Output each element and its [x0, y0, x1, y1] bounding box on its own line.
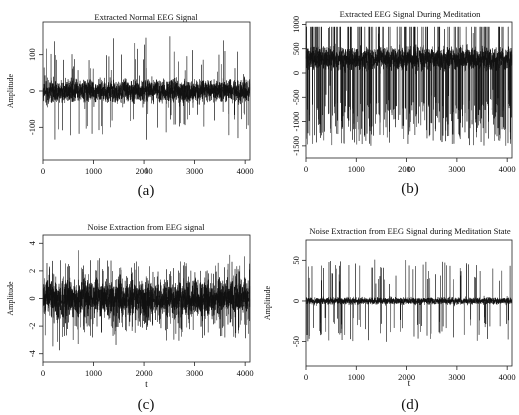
panel-b: 0 1000 2000 3000 4000 -1500 -1000 -500 0 500 1000 E…	[291, 9, 516, 197]
x-tick-label: 3000	[186, 368, 203, 378]
x-tick-label: 0	[41, 166, 45, 176]
x-tick-label: 0	[304, 372, 308, 382]
x-tick-label: 2000	[136, 368, 153, 378]
y-tick-label: 500	[291, 42, 301, 55]
chart-title: Extracted Normal EEG Signal	[94, 12, 198, 22]
signal-line	[305, 26, 513, 146]
x-tick-label: 1000	[85, 368, 102, 378]
x-tick-label: 4000	[237, 368, 254, 378]
y-axis-label: Amplitude	[6, 281, 15, 316]
y-tick-label: -100	[27, 120, 37, 136]
x-tick-label: 2000	[398, 372, 415, 382]
chart-title: Extracted EEG Signal During Meditation	[340, 9, 481, 19]
x-tick-label: 1000	[348, 372, 365, 382]
signal-line	[305, 259, 513, 342]
x-tick-label: 0	[41, 368, 45, 378]
y-axis-label: Amplitude	[6, 73, 15, 108]
panel-c: 0 1000 2000 3000 4000 -4 -2 0 2 4 Noise Extraction…	[6, 222, 254, 413]
y-tick-label: -500	[291, 89, 301, 105]
x-tick-label: 2000	[398, 164, 415, 174]
panel-caption: (d)	[401, 397, 419, 413]
signal-line	[42, 36, 251, 140]
x-tick-label: 4000	[499, 372, 516, 382]
y-tick-label: 100	[27, 48, 37, 61]
y-tick-label: 4	[27, 240, 37, 245]
panel-caption: (c)	[138, 397, 155, 413]
y-tick-label: 2	[27, 269, 37, 273]
plot-frame	[305, 21, 513, 159]
y-tick-label: -1500	[291, 136, 301, 156]
x-tick-label: 3000	[448, 372, 465, 382]
panel-d: 0 1000 2000 3000 4000 -50 0 50 Noise Extraction …	[263, 226, 516, 413]
plot-frame	[305, 239, 513, 367]
chart-title: Noise Extraction from EEG Signal during …	[309, 226, 511, 236]
y-tick-label: -4	[27, 349, 37, 357]
y-tick-label: 0	[291, 71, 301, 75]
x-tick-label: 4000	[499, 164, 516, 174]
x-axis-label: t	[145, 166, 148, 176]
y-tick-label: -1000	[291, 112, 301, 132]
x-tick-label: 1000	[348, 164, 365, 174]
x-axis-label: t	[408, 165, 411, 175]
signal-line	[42, 250, 251, 351]
y-tick-label: -50	[291, 336, 301, 347]
y-tick-label: 0	[27, 89, 37, 93]
chart-title: Noise Extraction from EEG signal	[87, 222, 205, 232]
panel-caption: (a)	[138, 183, 155, 199]
x-axis-label: t	[145, 380, 148, 390]
x-tick-label: 1000	[85, 166, 102, 176]
x-tick-label: 4000	[237, 166, 254, 176]
panel-caption: (b)	[401, 181, 419, 197]
y-tick-label: 0	[27, 296, 37, 300]
y-tick-label: 0	[291, 299, 301, 303]
x-tick-label: 3000	[186, 166, 203, 176]
x-tick-label: 3000	[448, 164, 465, 174]
panel-a: 0 1000 2000 3000 4000 -100 0 100 Extracted Norma…	[6, 12, 254, 199]
y-tick-label: 50	[291, 256, 301, 265]
y-tick-label: 1000	[291, 16, 301, 33]
y-tick-label: -2	[27, 323, 37, 330]
y-axis-label: Amplitude	[263, 285, 272, 320]
x-tick-label: 0	[304, 164, 308, 174]
x-tick-label: 2000	[136, 166, 153, 176]
x-axis-label: t	[408, 379, 411, 389]
